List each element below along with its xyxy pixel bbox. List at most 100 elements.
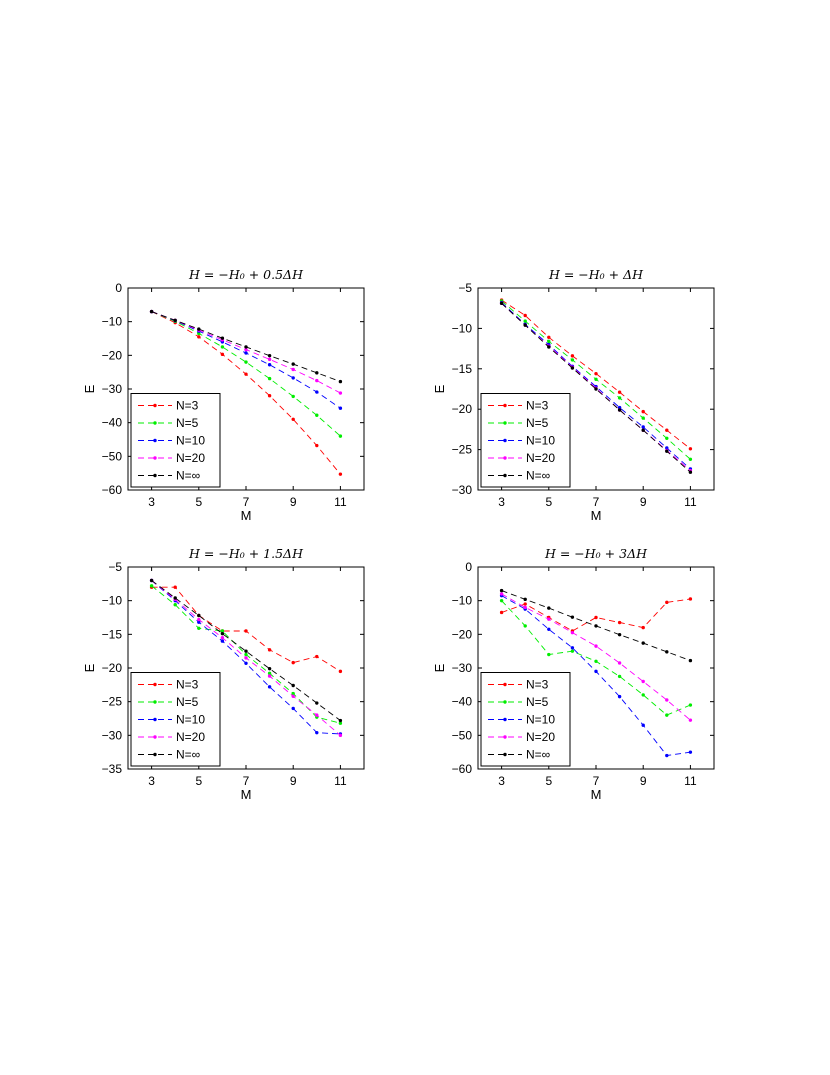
x-tick-label: 3 <box>148 774 155 788</box>
data-point <box>267 376 272 381</box>
data-point <box>244 656 248 660</box>
legend-marker <box>503 473 507 478</box>
legend-marker <box>503 421 507 425</box>
data-point <box>499 588 504 593</box>
data-point <box>338 472 343 476</box>
data-point <box>197 327 201 331</box>
data-point <box>244 372 248 376</box>
x-axis-label: M <box>591 787 602 802</box>
legend-label: N=3 <box>526 399 549 413</box>
data-point <box>641 428 645 432</box>
data-point <box>570 649 575 653</box>
data-point <box>338 434 343 438</box>
legend-marker <box>153 473 157 478</box>
x-tick-label: 3 <box>148 495 155 509</box>
data-point <box>499 592 504 596</box>
data-point <box>688 597 693 601</box>
y-tick-label: −15 <box>102 627 123 641</box>
x-tick-label: 11 <box>334 495 347 509</box>
y-tick-label: −35 <box>102 762 123 776</box>
legend-label: N=5 <box>176 695 199 709</box>
data-point <box>220 336 225 340</box>
legend-label: N=10 <box>526 434 555 448</box>
data-point <box>641 641 645 645</box>
legend-label: N=∞ <box>526 469 550 483</box>
data-point <box>197 617 201 622</box>
data-point <box>315 413 319 417</box>
data-point <box>267 363 272 367</box>
data-point <box>617 408 622 412</box>
chart-title: H = −H₀ + ΔH <box>548 267 644 282</box>
data-point <box>267 394 272 398</box>
legend-marker <box>503 682 507 687</box>
series-line <box>501 303 691 473</box>
x-tick-label: 7 <box>243 495 250 509</box>
data-point <box>244 347 248 352</box>
data-point <box>617 661 622 665</box>
legend-marker <box>153 421 157 425</box>
x-tick-label: 9 <box>640 495 647 509</box>
legend-marker <box>153 752 157 757</box>
data-point <box>594 624 598 628</box>
data-point <box>197 620 201 624</box>
data-point <box>291 376 295 380</box>
chart-panel-2: 3 5 7 9 11 −5 −10 −15 −20 −25 −30 H = −H₀ + ΔH M E N=3… <box>432 267 715 523</box>
chart-panel-4: 3 5 7 9 11 0 −10 −20 −30 −40 −50 −60 H = −H₀ + 3ΔH M E… <box>432 546 715 802</box>
data-point <box>197 613 201 618</box>
data-point <box>244 351 248 355</box>
series-line <box>501 299 691 450</box>
y-tick-label: −60 <box>102 483 123 497</box>
y-tick-label: −30 <box>102 728 123 742</box>
data-point <box>594 669 598 674</box>
data-point <box>547 339 551 344</box>
data-point <box>665 600 669 605</box>
data-point <box>338 718 343 723</box>
data-point <box>291 694 295 698</box>
series-line <box>501 598 691 632</box>
legend: N=3 N=5 N=10 N=20 N=∞ <box>480 672 571 767</box>
legend-label: N=5 <box>526 695 549 709</box>
data-point <box>594 371 598 376</box>
data-point <box>244 345 248 349</box>
x-tick-label: 3 <box>498 774 505 788</box>
data-point <box>523 605 527 610</box>
data-point <box>291 683 295 688</box>
data-point <box>641 693 645 697</box>
x-tick-label: 5 <box>545 774 552 788</box>
data-point <box>267 674 272 678</box>
y-tick-label: −10 <box>452 594 473 608</box>
series-N=∞ <box>499 588 693 663</box>
y-tick-label: −30 <box>102 382 123 396</box>
data-point <box>547 345 551 349</box>
data-point <box>315 701 319 705</box>
data-point <box>523 597 527 602</box>
data-point <box>244 649 248 653</box>
data-point <box>291 706 295 711</box>
y-tick-label: −10 <box>102 594 123 608</box>
data-point <box>570 630 575 635</box>
data-point <box>547 606 551 610</box>
legend: N=3 N=5 N=10 N=20 N=∞ <box>130 393 221 488</box>
data-point <box>315 390 319 394</box>
legend-marker <box>503 403 507 408</box>
legend-marker <box>153 717 157 722</box>
data-point <box>665 449 669 453</box>
y-tick-label: −40 <box>102 416 123 430</box>
data-point <box>523 323 527 327</box>
data-point <box>244 661 248 665</box>
y-tick-label: −50 <box>102 449 123 463</box>
data-point <box>315 378 319 383</box>
chart-panel-1: 3 5 7 9 11 0 −10 −20 −30 −40 −50 −60 H = −H₀ + 0.5ΔH… <box>82 267 365 523</box>
data-point <box>338 733 343 738</box>
legend-label: N=20 <box>176 451 205 465</box>
chart-title: H = −H₀ + 1.5ΔH <box>188 546 304 561</box>
data-point <box>197 335 201 339</box>
data-point <box>688 470 693 474</box>
legend-marker <box>153 735 157 739</box>
legend-marker <box>153 700 157 704</box>
y-tick-label: −5 <box>108 560 122 574</box>
legend-box <box>130 393 221 488</box>
data-point <box>338 379 343 384</box>
legend-marker <box>153 403 157 408</box>
